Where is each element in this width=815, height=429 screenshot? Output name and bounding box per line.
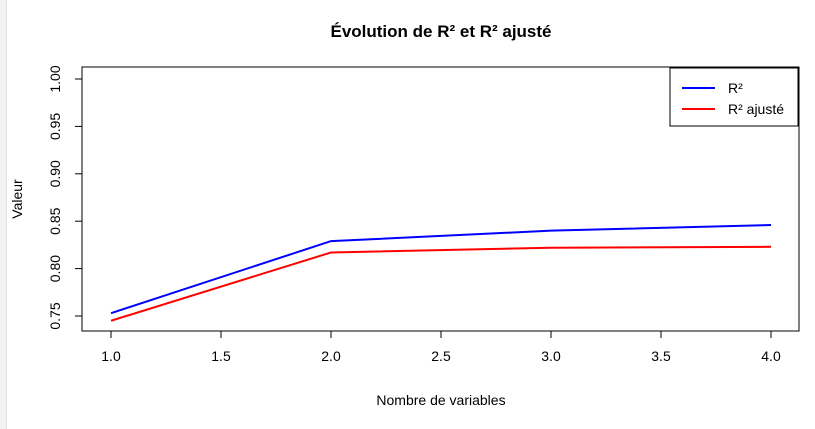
x-axis: 1.0 1.5 2.0 2.5 3.0 3.5 4.0 xyxy=(101,330,781,364)
series-layer xyxy=(110,223,772,322)
x-tick-label: 2.5 xyxy=(431,348,451,364)
y-tick-label: 0.90 xyxy=(47,160,63,187)
x-tick-label: 1.0 xyxy=(101,348,121,364)
y-tick-label: 0.85 xyxy=(47,207,63,234)
x-tick-label: 3.5 xyxy=(651,348,671,364)
x-tick-label: 4.0 xyxy=(761,348,781,364)
series-line-r2 xyxy=(110,223,772,315)
y-tick-label: 0.95 xyxy=(47,113,63,140)
y-tick-label: 0.80 xyxy=(47,255,63,282)
x-axis-label: Nombre de variables xyxy=(376,392,505,408)
chart-title: Évolution de R² et R² ajusté xyxy=(330,22,551,41)
y-axis: 0.75 0.80 0.85 0.90 0.95 1.00 xyxy=(47,65,83,330)
series-line-r2-ajuste xyxy=(110,245,772,322)
legend-box xyxy=(669,67,799,127)
x-tick-label: 2.0 xyxy=(321,348,341,364)
x-tick-label: 1.5 xyxy=(211,348,231,364)
legend-label-r2-ajuste: R² ajusté xyxy=(728,101,784,117)
x-tick-label: 3.0 xyxy=(541,348,561,364)
page-edge xyxy=(0,0,7,429)
legend-label-r2: R² xyxy=(728,80,743,96)
y-tick-label: 0.75 xyxy=(47,302,63,329)
y-tick-label: 1.00 xyxy=(47,65,63,92)
legend: R² R² ajusté xyxy=(669,67,799,127)
y-axis-label: Valeur xyxy=(9,179,25,219)
